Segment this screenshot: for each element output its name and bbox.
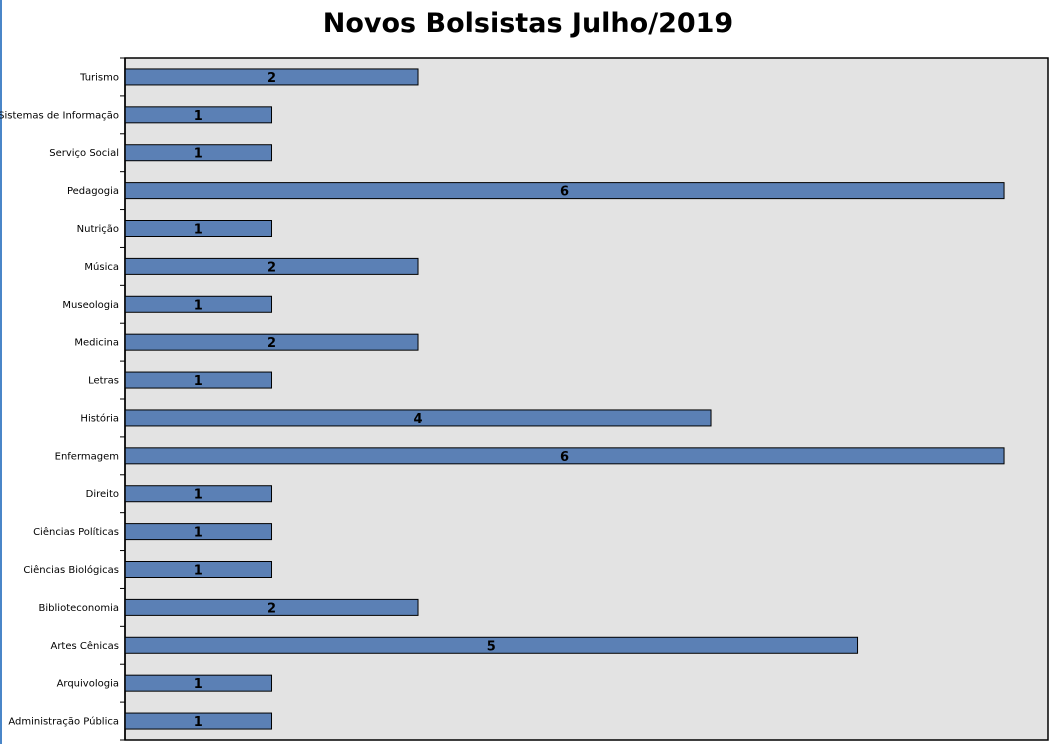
- category-label: Serviço Social: [49, 148, 119, 159]
- data-label: 1: [194, 526, 203, 541]
- category-label: Artes Cênicas: [50, 640, 119, 652]
- window-edge: [0, 0, 2, 744]
- category-label: Museologia: [62, 300, 119, 311]
- data-label: 1: [194, 147, 203, 162]
- plot-area: [124, 57, 1049, 741]
- category-label: História: [80, 412, 119, 424]
- data-label: 6: [560, 185, 569, 200]
- category-label: Arquivologia: [57, 679, 119, 690]
- chart-title: Novos Bolsistas Julho/2019: [322, 8, 734, 39]
- data-label: 1: [194, 298, 203, 313]
- category-label: Letras: [88, 376, 119, 387]
- data-label: 2: [267, 260, 276, 275]
- data-label: 1: [194, 109, 203, 124]
- data-label: 1: [194, 374, 203, 389]
- data-label: 6: [560, 450, 569, 465]
- category-label: Pedagogia: [67, 186, 119, 197]
- data-label: 1: [194, 715, 203, 730]
- data-label: 2: [267, 71, 276, 86]
- data-label: 2: [267, 601, 276, 616]
- category-label: Direito: [86, 489, 119, 500]
- data-label: 5: [487, 639, 496, 654]
- data-label: 1: [194, 564, 203, 579]
- category-label: Turismo: [79, 72, 119, 83]
- data-label: 1: [194, 677, 203, 692]
- data-label: 4: [413, 412, 422, 427]
- category-label: Nutrição: [77, 224, 119, 235]
- data-label: 1: [194, 488, 203, 503]
- data-label: 2: [267, 336, 276, 351]
- category-label: Ciências Políticas: [33, 526, 119, 538]
- data-label: 1: [194, 223, 203, 238]
- category-label: Sistemas de Informação: [0, 110, 119, 121]
- category-label: Administração Pública: [8, 716, 119, 728]
- category-label: Ciências Biológicas: [23, 564, 119, 576]
- category-label: Música: [84, 261, 119, 273]
- category-label: Biblioteconomia: [39, 603, 119, 614]
- category-label: Medicina: [74, 338, 119, 349]
- category-label: Enfermagem: [55, 451, 119, 462]
